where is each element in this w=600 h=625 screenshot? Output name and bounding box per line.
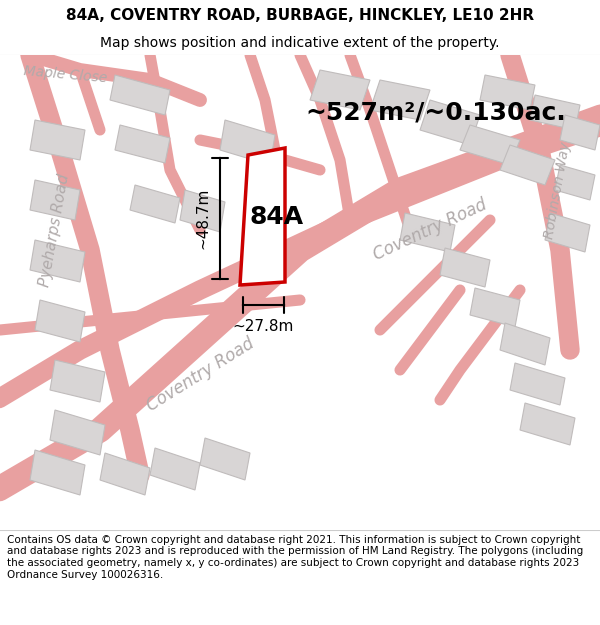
Text: Contains OS data © Crown copyright and database right 2021. This information is : Contains OS data © Crown copyright and d…: [7, 535, 583, 579]
Polygon shape: [530, 95, 580, 130]
Polygon shape: [400, 213, 455, 252]
Text: Coventry Road: Coventry Road: [143, 335, 257, 415]
Polygon shape: [110, 75, 170, 115]
Polygon shape: [130, 185, 180, 223]
Polygon shape: [470, 288, 520, 327]
Text: Robinson Way: Robinson Way: [542, 141, 574, 239]
Polygon shape: [240, 148, 285, 285]
Text: ~527m²/~0.130ac.: ~527m²/~0.130ac.: [305, 100, 566, 124]
Polygon shape: [545, 213, 590, 252]
Text: Maple Close: Maple Close: [23, 64, 107, 86]
Polygon shape: [50, 360, 105, 402]
Polygon shape: [220, 120, 275, 165]
Polygon shape: [180, 190, 225, 232]
Polygon shape: [370, 80, 430, 120]
Polygon shape: [500, 323, 550, 365]
Text: Map shows position and indicative extent of the property.: Map shows position and indicative extent…: [100, 36, 500, 50]
Polygon shape: [560, 115, 600, 150]
Polygon shape: [480, 75, 535, 110]
Polygon shape: [50, 410, 105, 455]
Polygon shape: [115, 125, 170, 163]
Polygon shape: [30, 120, 85, 160]
Polygon shape: [30, 180, 80, 220]
Polygon shape: [200, 438, 250, 480]
Text: 84A: 84A: [250, 206, 304, 229]
Polygon shape: [150, 448, 200, 490]
Polygon shape: [520, 403, 575, 445]
Polygon shape: [310, 70, 370, 110]
Polygon shape: [420, 100, 480, 145]
Text: 84A, COVENTRY ROAD, BURBAGE, HINCKLEY, LE10 2HR: 84A, COVENTRY ROAD, BURBAGE, HINCKLEY, L…: [66, 8, 534, 23]
Polygon shape: [440, 248, 490, 287]
Polygon shape: [510, 363, 565, 405]
Text: Coventry Road: Coventry Road: [370, 196, 490, 264]
Polygon shape: [100, 453, 150, 495]
Polygon shape: [30, 450, 85, 495]
Polygon shape: [555, 165, 595, 200]
Polygon shape: [500, 145, 555, 185]
Polygon shape: [35, 300, 85, 342]
Text: ~48.7m: ~48.7m: [195, 188, 210, 249]
Text: Pyeharps Road: Pyeharps Road: [38, 173, 73, 288]
Polygon shape: [460, 125, 520, 165]
Polygon shape: [30, 240, 85, 282]
Text: ~27.8m: ~27.8m: [233, 319, 294, 334]
